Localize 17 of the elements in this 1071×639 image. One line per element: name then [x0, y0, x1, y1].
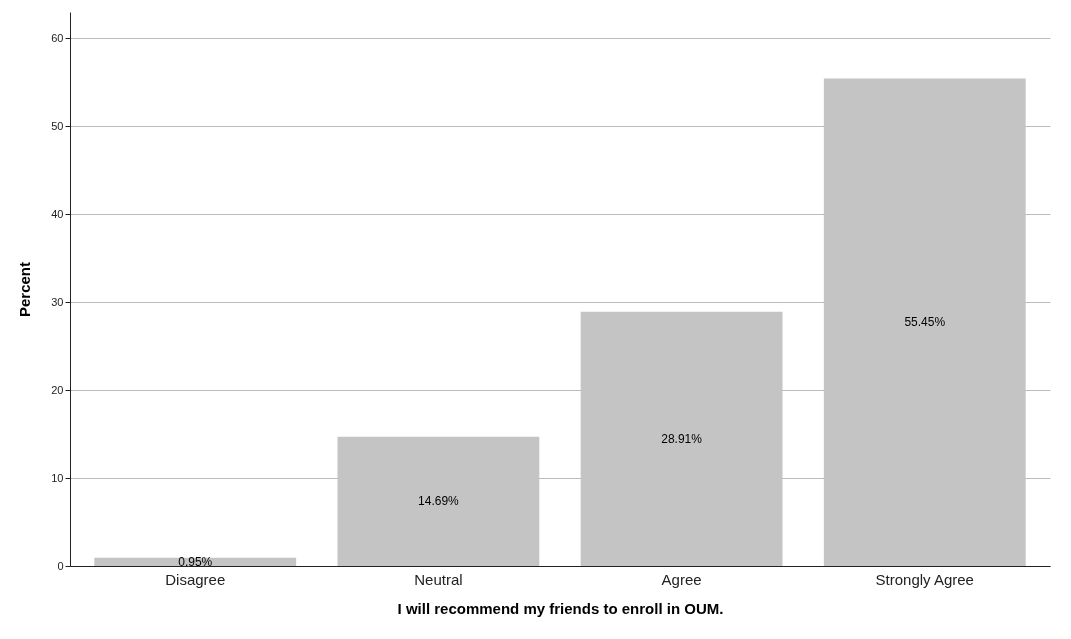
y-tick-label: 30: [51, 295, 64, 308]
x-axis-title: I will recommend my friends to enroll in OUM.: [397, 599, 724, 617]
y-tick-label: 40: [51, 207, 64, 220]
x-tick-label: Agree: [661, 570, 702, 588]
x-tick-label: Disagree: [165, 570, 226, 588]
y-tick-label: 60: [51, 31, 64, 44]
y-tick-label: 20: [51, 383, 64, 396]
y-tick-label: 0: [57, 559, 64, 572]
data-label: 28.91%: [661, 431, 703, 446]
x-tick-label: Strongly Agree: [875, 570, 974, 588]
x-tick-label: Neutral: [414, 570, 463, 588]
y-tick-label: 50: [51, 119, 64, 132]
data-label: 55.45%: [904, 315, 946, 330]
y-tick-label: 10: [51, 471, 64, 484]
y-axis-title: Percent: [16, 261, 34, 318]
data-label: 0.95%: [178, 554, 213, 569]
data-label: 14.69%: [418, 494, 460, 509]
